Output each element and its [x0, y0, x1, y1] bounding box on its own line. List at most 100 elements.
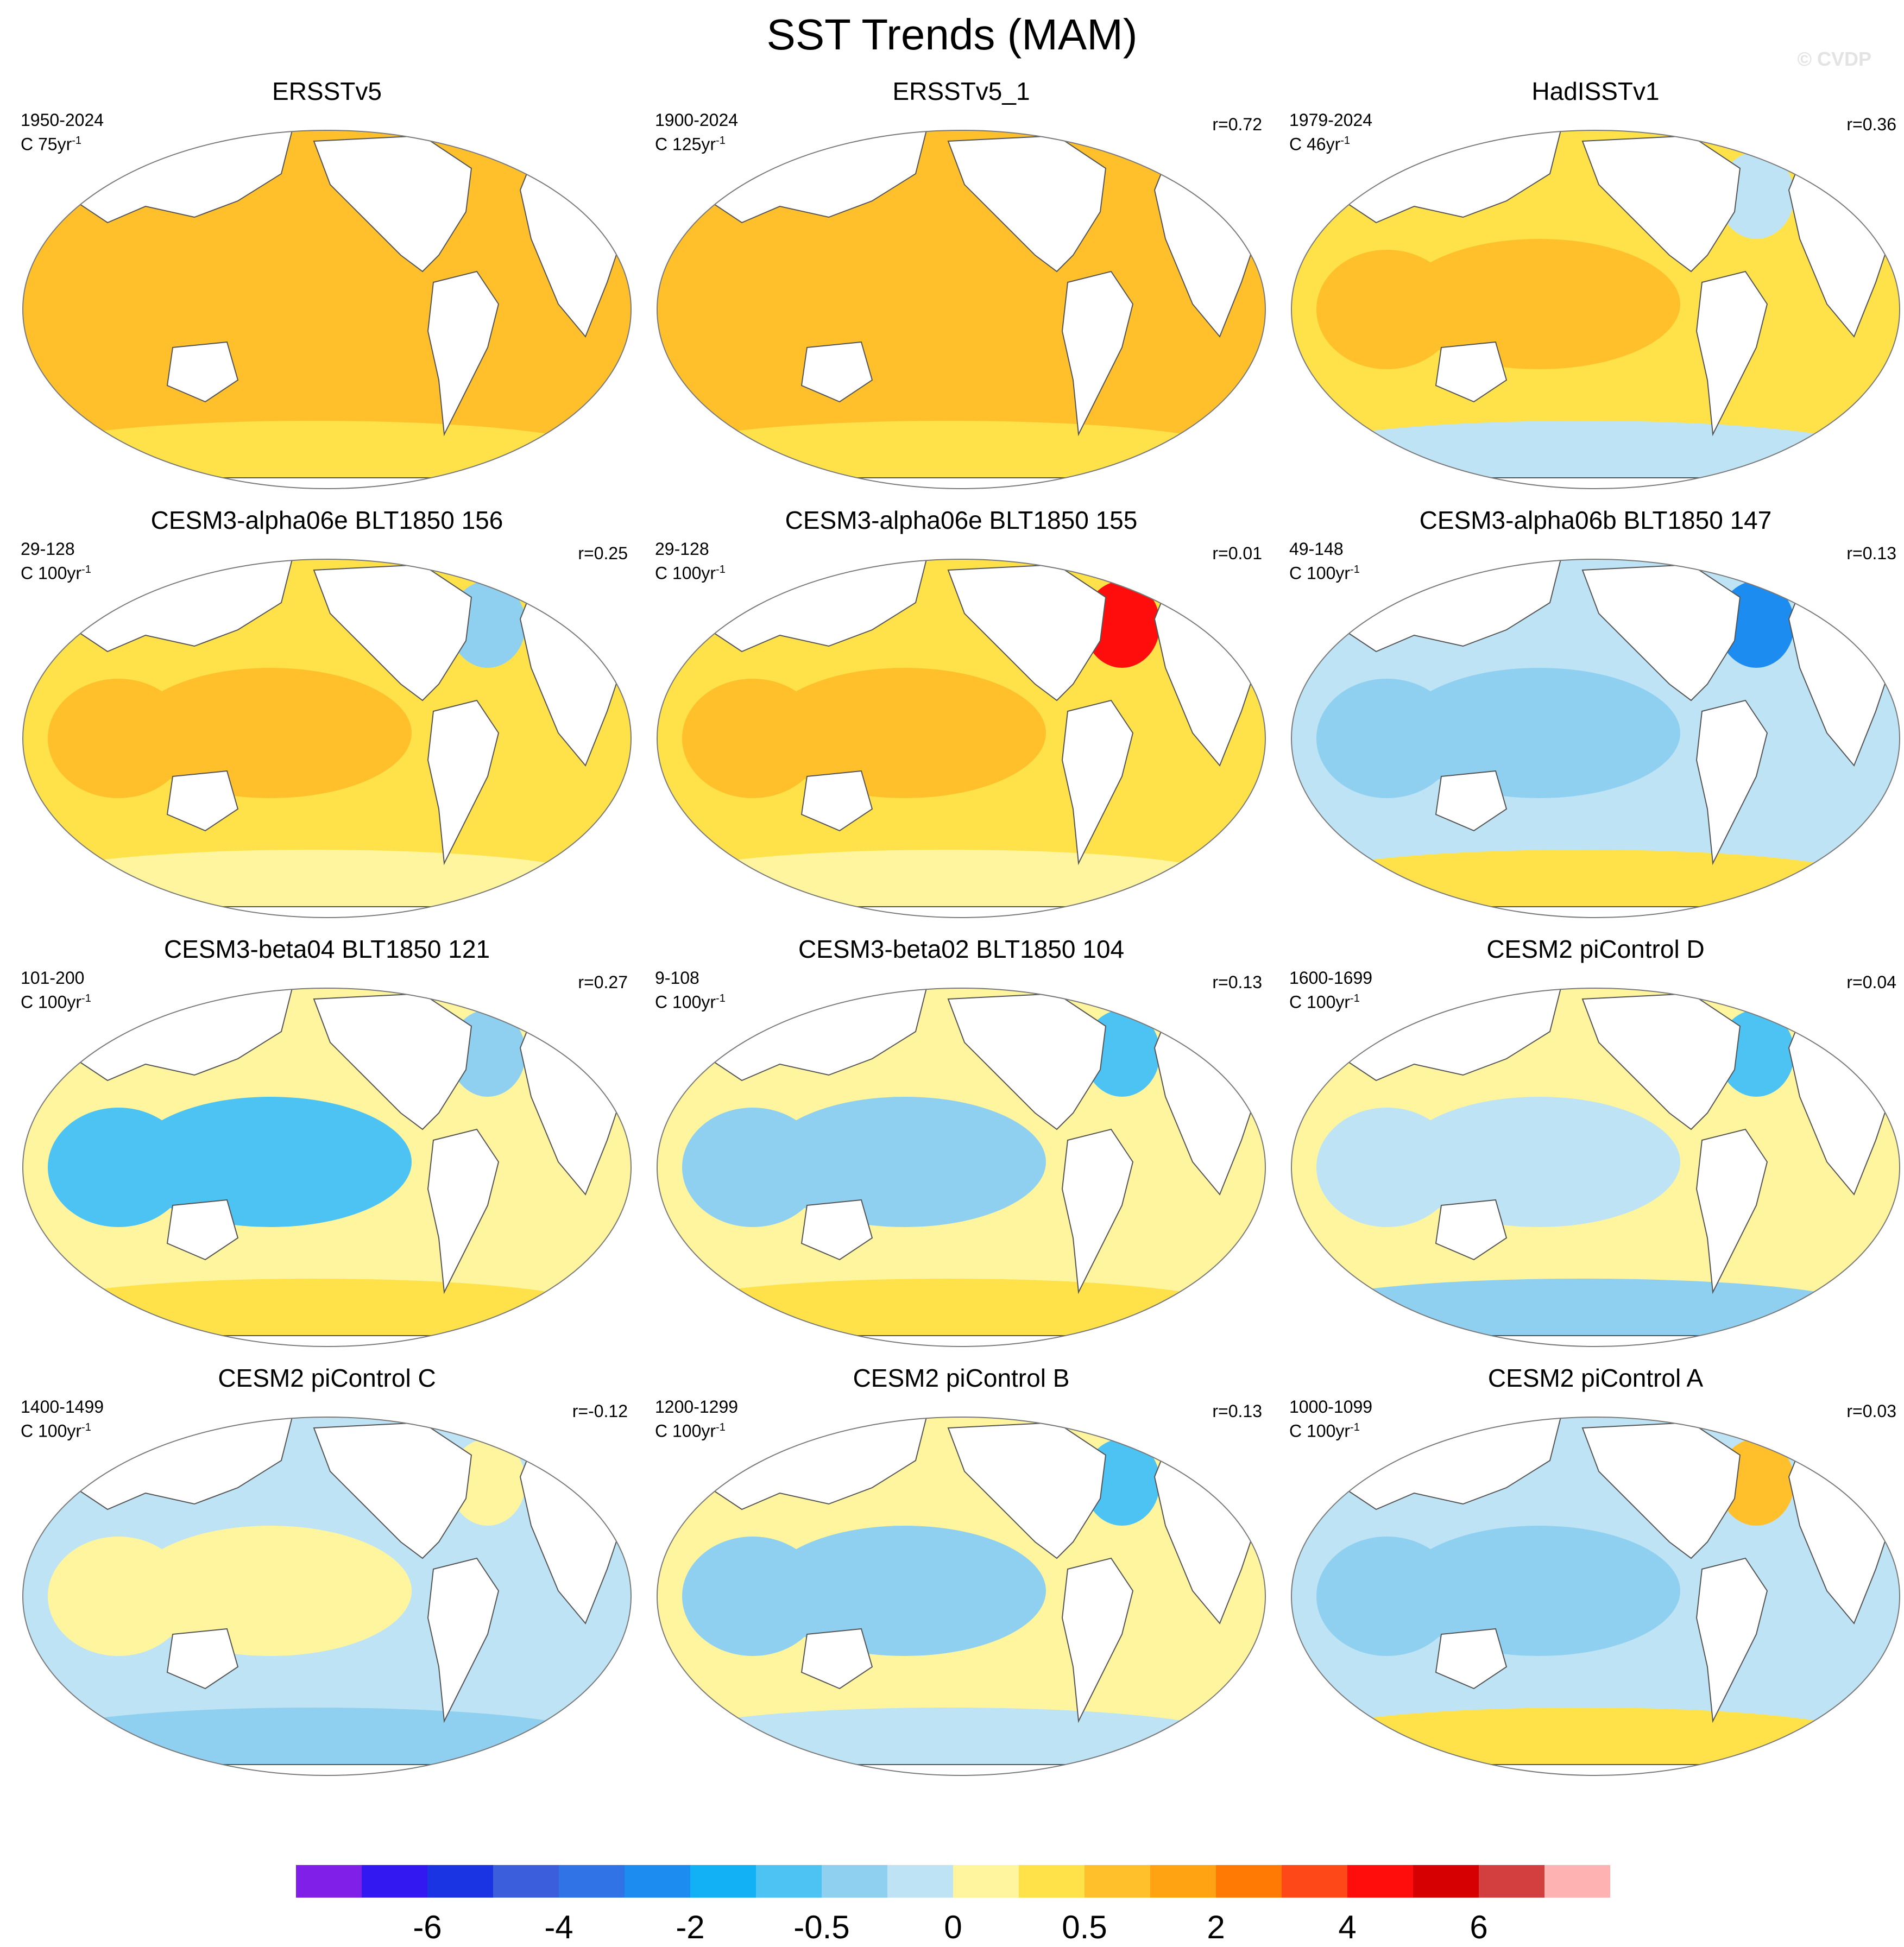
trend-region-pacific	[1398, 1097, 1680, 1227]
map-border	[657, 559, 1266, 918]
colorbar-swatch	[822, 1865, 888, 1898]
north-america-land	[947, 564, 1107, 701]
antarctica-land	[1291, 477, 1900, 489]
panel-units: C 125yr-1	[655, 134, 726, 154]
units-exponent: -1	[716, 993, 726, 1004]
trend-region-southern	[1300, 1279, 1865, 1338]
colorbar-tick-label: 2	[1207, 1909, 1225, 1945]
antarctica-land	[23, 906, 631, 918]
panel-units: C 100yr-1	[21, 1421, 91, 1441]
north-america-land	[313, 135, 472, 273]
australia-land	[166, 1628, 239, 1690]
colorbar-swatch	[1413, 1865, 1479, 1898]
panel-units: C 100yr-1	[655, 563, 726, 583]
south-america-land	[1061, 699, 1134, 865]
antarctica-land	[1291, 1764, 1900, 1775]
south-america-land	[1695, 270, 1768, 437]
colorbar-swatch	[1282, 1865, 1348, 1898]
panel-correlation: r=0.03	[1846, 1401, 1896, 1421]
colorbar-tick-label: 0	[944, 1909, 962, 1945]
panel-period: 29-128	[655, 539, 709, 559]
north-america-land	[313, 993, 472, 1130]
robinson-map	[22, 559, 632, 918]
trend-region-southern	[31, 1279, 596, 1338]
units-exponent: -1	[716, 135, 726, 147]
south-america-land	[1695, 699, 1768, 865]
robinson-map	[657, 559, 1266, 918]
south-america-land	[1061, 1557, 1134, 1723]
panel-units: C 100yr-1	[655, 992, 726, 1012]
trend-region-southern	[1300, 421, 1865, 481]
colorbar-swatch	[362, 1865, 428, 1898]
map-border	[657, 988, 1266, 1347]
map-panel: CESM2 piControl B 1200-1299 C 100yr-1 r=0.1…	[644, 1363, 1278, 1792]
map-border	[1291, 988, 1900, 1347]
panel-correlation: r=-0.12	[572, 1401, 628, 1421]
trend-region-indian	[1316, 1108, 1458, 1227]
panel-title: CESM3-alpha06b BLT1850 147	[1419, 506, 1772, 534]
trend-region-southern	[1300, 850, 1865, 909]
north-america-land	[1581, 564, 1741, 701]
colorbar-swatch	[690, 1865, 756, 1898]
colorbar-swatch	[559, 1865, 625, 1898]
map-border	[22, 988, 632, 1347]
colorbar-swatch	[1347, 1865, 1414, 1898]
trend-region-pacific	[129, 668, 412, 798]
antarctica-land	[1291, 906, 1900, 918]
trend-region-pacific	[764, 1097, 1046, 1227]
figure-title: SST Trends (MAM)	[766, 10, 1138, 59]
trend-region-pacific	[764, 1526, 1046, 1656]
panel-period: 1400-1499	[21, 1397, 104, 1417]
australia-land	[166, 770, 239, 832]
map-panel: ERSSTv5_1 1900-2024 C 125yr-1 r=0.72	[644, 76, 1278, 505]
antarctica-land	[657, 906, 1265, 918]
robinson-map	[22, 988, 632, 1347]
australia-land	[1435, 1199, 1508, 1261]
south-america-land	[1061, 270, 1134, 437]
australia-land	[166, 341, 239, 403]
panel-correlation: r=0.36	[1846, 115, 1896, 134]
map-panel: CESM3-beta04 BLT1850 121 101-200 C 100yr-1…	[10, 934, 644, 1363]
australia-land	[1435, 1628, 1508, 1690]
north-america-land	[1581, 135, 1741, 273]
australia-land	[800, 1628, 873, 1690]
trend-region-southern	[31, 421, 596, 481]
south-america-land	[427, 699, 500, 865]
map-border	[1291, 130, 1900, 489]
panel-units: C 75yr-1	[21, 134, 82, 154]
australia-land	[800, 1199, 873, 1261]
units-exponent: -1	[1350, 1421, 1360, 1433]
south-america-land	[427, 270, 500, 437]
units-exponent: -1	[81, 993, 91, 1004]
trend-region-indian	[48, 679, 189, 798]
map-panel: CESM3-alpha06e BLT1850 155 29-128 C 100yr-…	[644, 505, 1278, 934]
panel-title: ERSSTv5	[272, 77, 382, 105]
panel-correlation: r=0.04	[1846, 972, 1896, 992]
north-america-land	[313, 1421, 472, 1559]
south-america-land	[427, 1128, 500, 1294]
australia-land	[1435, 341, 1508, 403]
trend-region-pacific	[1398, 668, 1680, 798]
colorbar-swatch	[953, 1865, 1019, 1898]
units-exponent: -1	[81, 564, 91, 576]
australia-land	[166, 1199, 239, 1261]
colorbar-swatch	[427, 1865, 494, 1898]
colorbar-tick-label: -0.5	[793, 1909, 850, 1945]
map-panel: CESM2 piControl D 1600-1699 C 100yr-1 r=0.0…	[1278, 934, 1904, 1363]
australia-land	[800, 341, 873, 403]
panel-title: ERSSTv5_1	[892, 77, 1030, 105]
north-america-land	[1581, 993, 1741, 1130]
units-exponent: -1	[72, 135, 82, 147]
panel-correlation: r=0.13	[1212, 1401, 1262, 1421]
panel-correlation: r=0.13	[1846, 543, 1896, 563]
colorbar-tick-label: 0.5	[1062, 1909, 1107, 1945]
map-panel: ERSSTv5 1950-2024 C 75yr-1	[10, 76, 644, 505]
panel-units: C 100yr-1	[1289, 992, 1360, 1012]
antarctica-land	[23, 1335, 631, 1347]
panel-period: 1600-1699	[1289, 968, 1373, 988]
trend-region-southern	[31, 1708, 596, 1767]
trend-region-indian	[48, 1108, 189, 1227]
robinson-map	[657, 1417, 1266, 1776]
colorbar-tick-label: -4	[544, 1909, 573, 1945]
panel-title: CESM2 piControl C	[218, 1364, 436, 1392]
